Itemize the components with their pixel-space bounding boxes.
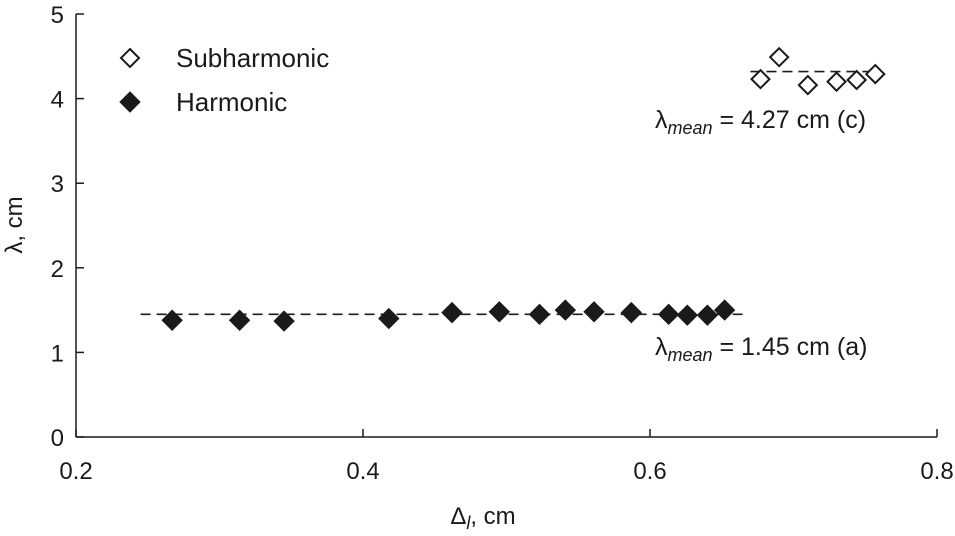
annotation-mean-harmonic: λmean = 1.45 cm (a) bbox=[655, 333, 867, 365]
harmonic-point bbox=[620, 301, 643, 324]
ticks: 0 1 2 3 4 5 0.2 0.4 0.6 0.8 bbox=[51, 2, 954, 485]
legend-filled-diamond-icon bbox=[119, 91, 141, 113]
x-axis-label: Δl, cm bbox=[450, 503, 515, 533]
harmonic-point bbox=[713, 299, 736, 321]
data-points bbox=[161, 46, 886, 332]
harmonic-point bbox=[228, 309, 251, 331]
annotation-mean-subharmonic: λmean = 4.27 cm (c) bbox=[655, 106, 866, 138]
legend-label-harmonic: Harmonic bbox=[176, 87, 287, 117]
x-tick-label: 0.2 bbox=[59, 458, 92, 485]
legend-item-subharmonic: Subharmonic bbox=[119, 43, 329, 73]
harmonic-point bbox=[696, 304, 719, 326]
x-tick-label: 0.6 bbox=[633, 458, 666, 485]
legend-item-harmonic: Harmonic bbox=[119, 87, 287, 117]
subharmonic-point bbox=[846, 69, 868, 91]
legend-open-diamond-icon bbox=[119, 47, 141, 69]
harmonic-point bbox=[378, 307, 400, 330]
x-tick-label: 0.4 bbox=[346, 458, 379, 485]
x-tick-label: 0.8 bbox=[920, 458, 953, 485]
y-tick-label: 0 bbox=[51, 425, 64, 452]
subharmonic-point bbox=[750, 68, 771, 90]
harmonic-point bbox=[441, 301, 463, 324]
y-tick-label: 4 bbox=[51, 87, 64, 114]
harmonic-point bbox=[528, 303, 551, 326]
subharmonic-point bbox=[826, 71, 847, 93]
y-tick-label: 1 bbox=[51, 340, 64, 367]
subharmonic-point bbox=[797, 74, 819, 96]
subharmonic-point bbox=[864, 63, 886, 85]
harmonic-point bbox=[161, 309, 183, 331]
harmonic-point bbox=[488, 301, 511, 323]
y-tick-label: 2 bbox=[51, 256, 64, 283]
y-axis-label: λ, cm bbox=[1, 196, 28, 253]
y-tick-label: 5 bbox=[51, 2, 64, 29]
harmonic-point bbox=[657, 303, 680, 326]
harmonic-point bbox=[676, 304, 699, 326]
axes bbox=[75, 14, 937, 438]
harmonic-point bbox=[583, 301, 605, 323]
y-tick-label: 3 bbox=[51, 171, 64, 198]
harmonic-point bbox=[554, 299, 577, 321]
legend-label-subharmonic: Subharmonic bbox=[176, 43, 329, 73]
subharmonic-point bbox=[768, 46, 790, 68]
harmonic-point bbox=[273, 310, 295, 332]
legend: Subharmonic Harmonic bbox=[119, 43, 329, 117]
